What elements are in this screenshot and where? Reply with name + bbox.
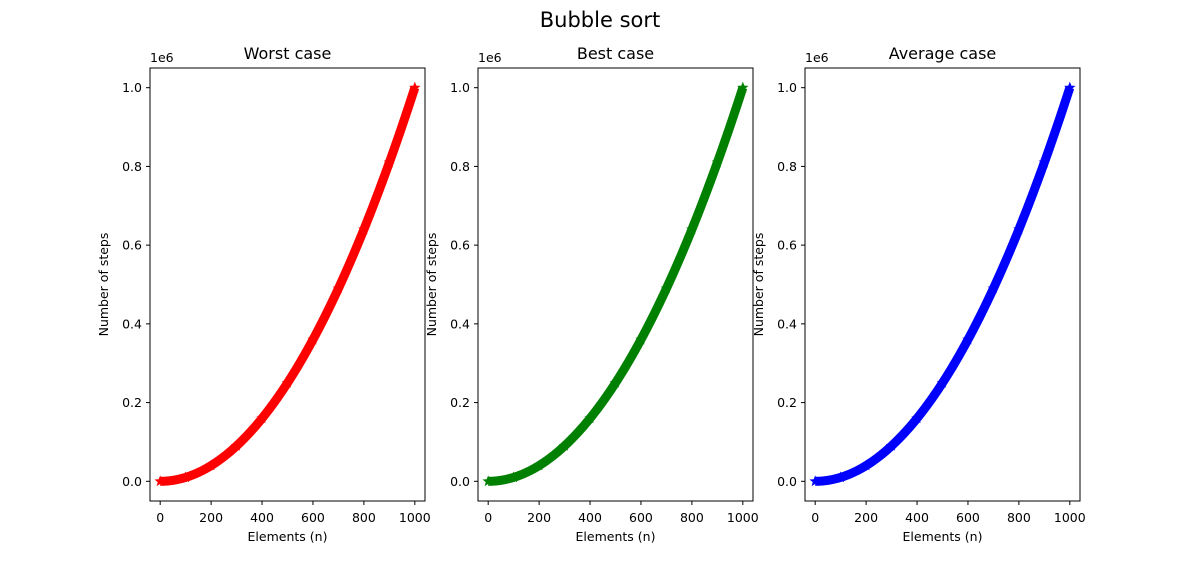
y-tick-label: 0.8 [450,159,470,174]
x-tick-label: 800 [1007,510,1031,525]
x-tick-label: 600 [301,510,325,525]
subplot-title: Best case [577,44,654,63]
marker-band [484,84,748,486]
data-point [256,412,268,424]
subplot-1: 0 200 400 600 800 1000 0.0 0.2 0.4 0.6 0.8 1.0 1e6 Wo… [96,44,431,544]
x-tick-label: 1000 [727,510,759,525]
data-point [962,333,974,345]
x-axis-label: Elements (n) [248,529,328,544]
data-point [609,376,622,388]
x-tick-label: 600 [629,510,653,525]
y-tick-label: 0.2 [122,395,142,410]
data-point [409,81,421,93]
subplot-2: 0 200 400 600 800 1000 0.0 0.2 0.4 0.6 0.8 1.0 1e6 Be… [424,44,759,544]
data-series [482,81,749,487]
x-tick-label: 600 [956,510,980,525]
x-tick-label: 200 [199,510,223,525]
x-tick-label: 0 [811,510,819,525]
data-point [154,475,166,487]
x-tick-label: 400 [578,510,602,525]
x-axis-label: Elements (n) [576,529,656,544]
data-point [482,475,494,487]
y-tick-label: 0.8 [122,159,142,174]
data-point [507,471,520,483]
y-tick-label: 0.6 [450,238,470,253]
subplot-3: 0 200 400 600 800 1000 0.0 0.2 0.4 0.6 0.8 1.0 1e6 Av… [751,44,1086,544]
y-tick-label: 0.8 [777,159,797,174]
y-tick-label: 0.2 [777,395,797,410]
figure-title: Bubble sort [540,8,660,32]
subplot-title: Average case [889,44,997,63]
x-tick-label: 1000 [1054,510,1086,525]
y-tick-label: 0.6 [122,238,142,253]
y-offset-text: 1e6 [805,50,829,65]
data-point [911,412,923,424]
x-tick-label: 400 [905,510,929,525]
data-point [1038,156,1051,168]
y-tick-label: 0.0 [122,474,142,489]
data-point [558,439,571,451]
data-point [383,156,396,168]
data-point [809,475,821,487]
data-point [834,471,847,483]
x-tick-label: 400 [250,510,274,525]
x-tick-label: 0 [484,510,492,525]
data-point [737,81,749,93]
data-point [987,282,1000,294]
data-point [584,412,596,424]
subplot-title: Worst case [244,44,332,63]
x-tick-label: 0 [156,510,164,525]
y-axis-label: Number of steps [424,233,439,337]
y-axis-label: Number of steps [751,233,766,337]
data-point [533,459,545,471]
data-point [1064,81,1076,93]
y-offset-text: 1e6 [478,50,502,65]
data-point [660,282,673,294]
data-point [307,333,319,345]
data-point [179,471,192,483]
axes-frame [149,67,426,502]
y-tick-label: 0.0 [777,474,797,489]
data-series [154,81,421,487]
x-tick-label: 800 [680,510,704,525]
data-point [860,459,872,471]
y-tick-label: 0.4 [450,316,470,331]
axes-frame [804,67,1081,502]
x-tick-label: 200 [527,510,551,525]
y-tick-label: 0.2 [450,395,470,410]
data-point [281,376,294,388]
y-tick-label: 1.0 [122,80,142,95]
x-tick-label: 1000 [399,510,431,525]
data-point [711,156,724,168]
x-axis-label: Elements (n) [903,529,983,544]
y-tick-label: 1.0 [450,80,470,95]
data-point [205,459,217,471]
y-tick-label: 0.6 [777,238,797,253]
data-point [1013,223,1025,235]
x-tick-label: 200 [854,510,878,525]
y-axis-label: Number of steps [96,233,111,337]
y-tick-label: 0.4 [122,316,142,331]
axes-frame [477,67,754,502]
marker-band [156,84,420,486]
marker-band [811,84,1075,486]
y-tick-label: 0.0 [450,474,470,489]
data-point [230,439,243,451]
y-tick-label: 0.4 [777,316,797,331]
y-offset-text: 1e6 [150,50,174,65]
data-point [635,333,647,345]
data-point [936,376,949,388]
data-point [332,282,345,294]
y-tick-label: 1.0 [777,80,797,95]
data-series [809,81,1076,487]
data-point [885,439,898,451]
data-point [686,223,698,235]
subplots: 0 200 400 600 800 1000 0.0 0.2 0.4 0.6 0.8 1.0 1e6 Wo… [96,44,1086,544]
data-point [358,223,370,235]
x-tick-label: 800 [352,510,376,525]
